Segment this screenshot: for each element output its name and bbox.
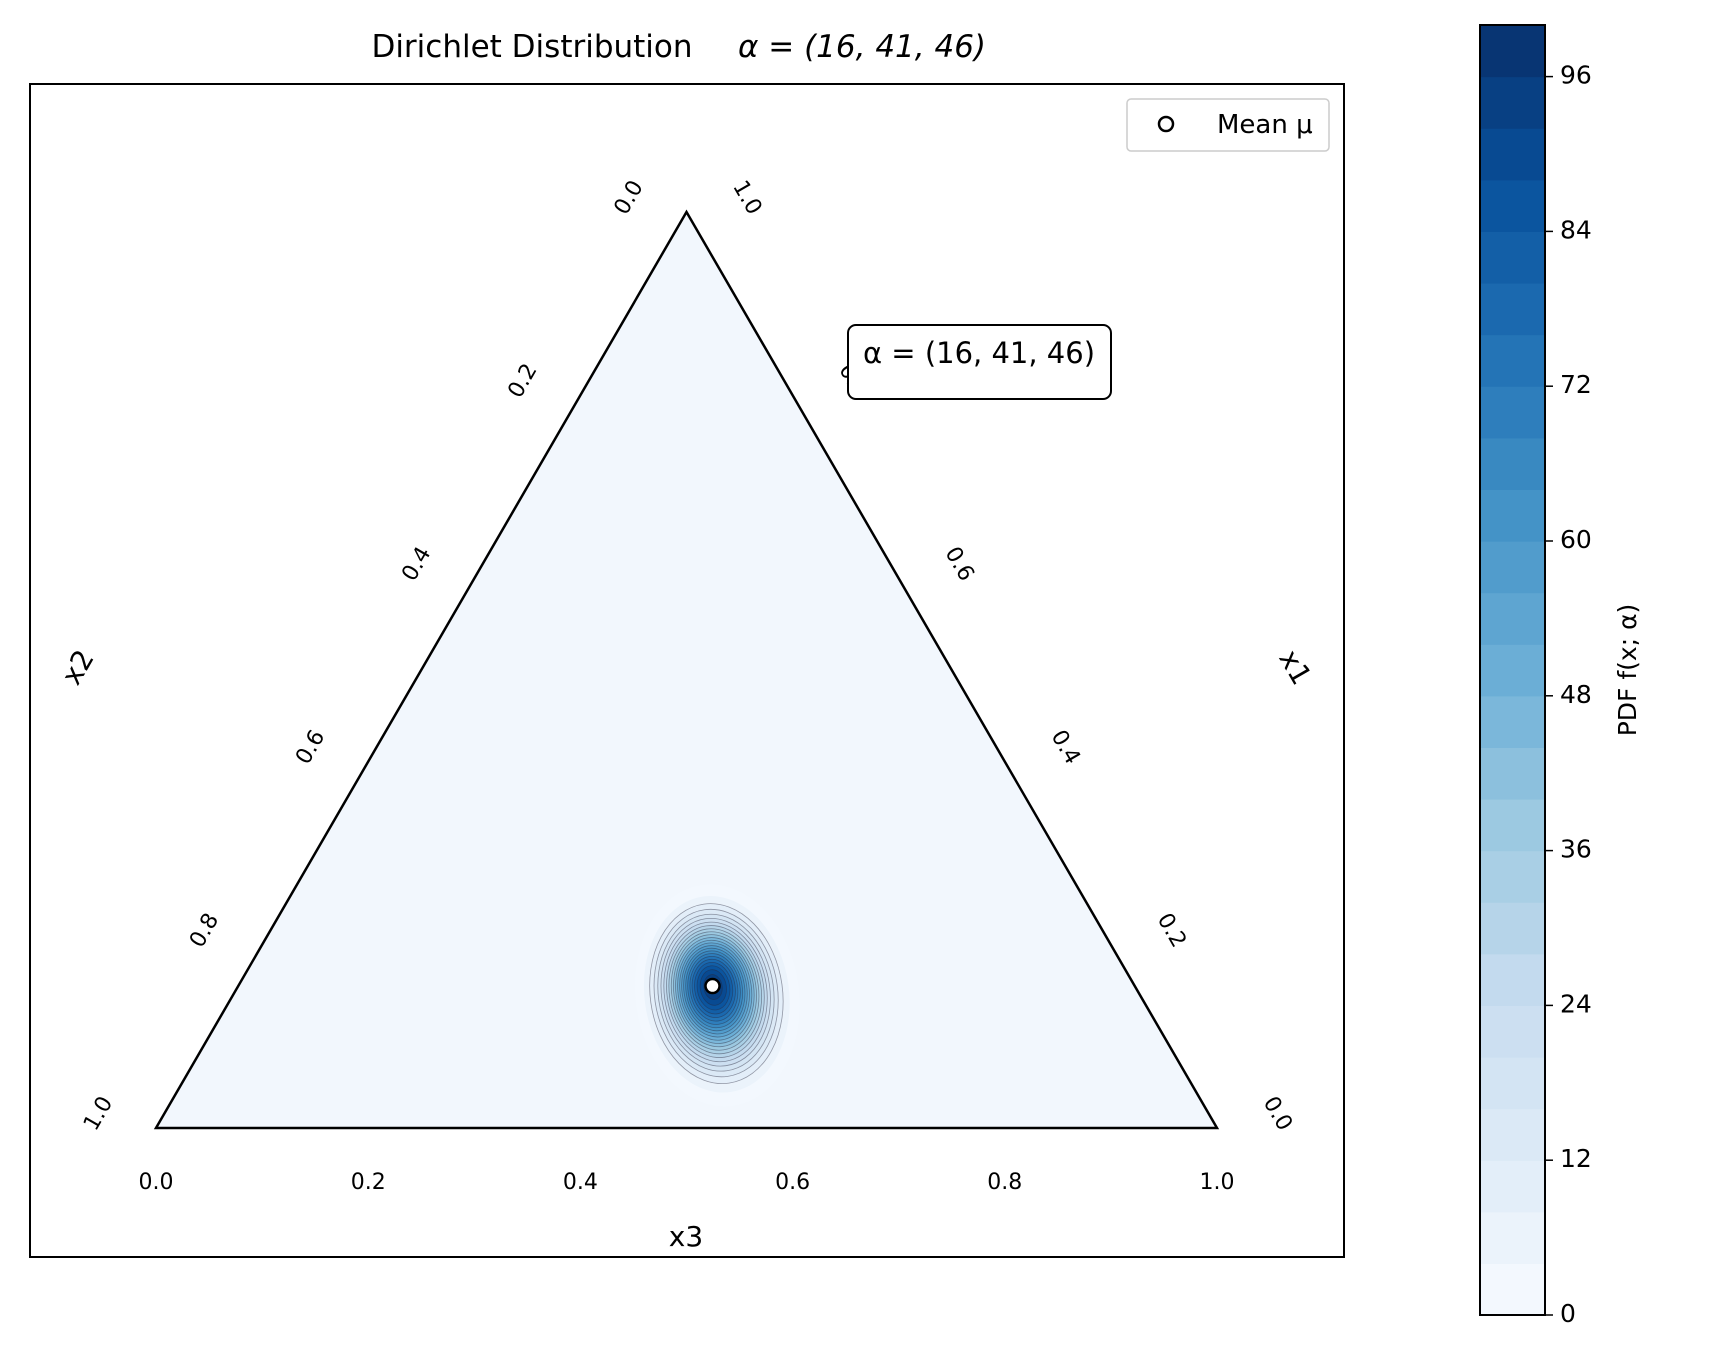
colorbar-tick-label: 36 <box>1560 835 1592 864</box>
colorbar-tick-label: 0 <box>1560 1299 1576 1328</box>
colorbar-segment <box>1480 179 1545 232</box>
tick-label-x3: 0.6 <box>775 1170 810 1195</box>
colorbar-segment <box>1480 850 1545 903</box>
chart-title: Dirichlet Distribution <box>371 29 692 65</box>
tick-label-x3: 0.4 <box>563 1170 598 1195</box>
colorbar <box>1480 25 1545 1316</box>
colorbar-segment <box>1480 283 1545 336</box>
colorbar-label: PDF f(x; α) <box>1613 604 1642 737</box>
colorbar-segment <box>1480 1211 1545 1264</box>
colorbar-segment <box>1480 902 1545 955</box>
colorbar-segment <box>1480 799 1545 852</box>
legend-box <box>1126 98 1330 152</box>
tick-label-x3: 0.2 <box>351 1170 386 1195</box>
legend-label: Mean μ <box>1217 110 1313 140</box>
colorbar-tick-label: 24 <box>1560 989 1592 1018</box>
colorbar-segment <box>1480 1057 1545 1110</box>
colorbar-segment <box>1480 386 1545 439</box>
colorbar-segment <box>1480 644 1545 697</box>
colorbar-tick-label: 72 <box>1560 370 1592 399</box>
colorbar-tick-label: 96 <box>1560 61 1592 90</box>
colorbar-segment <box>1480 695 1545 748</box>
colorbar-segment <box>1480 128 1545 181</box>
colorbar-tick-label: 48 <box>1560 680 1592 709</box>
tick-label-x3: 1.0 <box>1200 1170 1235 1195</box>
colorbar-segment <box>1480 953 1545 1006</box>
annotation-box: α = (16, 41, 46) <box>847 324 1112 400</box>
colorbar-segment <box>1480 1108 1545 1161</box>
colorbar-tick-label: 84 <box>1560 215 1592 244</box>
annotation-text: α = (16, 41, 46) <box>863 336 1095 370</box>
tick-label-x3: 0.8 <box>987 1170 1022 1195</box>
colorbar-segment <box>1480 592 1545 645</box>
colorbar-segment <box>1480 1005 1545 1058</box>
axis-label-bottom: x3 <box>669 1220 703 1253</box>
colorbar-tick-label: 60 <box>1560 525 1592 554</box>
tick-label-x3: 0.0 <box>139 1170 174 1195</box>
colorbar-segment <box>1480 76 1545 129</box>
colorbar-segment <box>1480 437 1545 490</box>
legend: Mean μ <box>1126 98 1330 152</box>
colorbar-segment <box>1480 1160 1545 1213</box>
simplex-outline <box>153 209 1220 1130</box>
colorbar-frame <box>1479 24 1546 1316</box>
colorbar-segment <box>1480 334 1545 387</box>
colorbar-segment <box>1480 747 1545 800</box>
colorbar-segment <box>1480 489 1545 542</box>
colorbar-segment <box>1480 231 1545 284</box>
legend-mean-marker <box>1157 115 1175 133</box>
simplex-background <box>156 212 1217 1128</box>
mean-marker <box>704 977 721 995</box>
colorbar-segment <box>1480 1263 1545 1316</box>
colorbar-segment <box>1480 541 1545 594</box>
colorbar-ticks: 0 12 24 36 48 60 72 84 96 <box>1545 61 1592 1328</box>
chart-title-alpha: α = (16, 41, 46) <box>738 29 986 65</box>
colorbar-segment <box>1480 25 1545 78</box>
colorbar-tick-label: 12 <box>1560 1144 1592 1173</box>
